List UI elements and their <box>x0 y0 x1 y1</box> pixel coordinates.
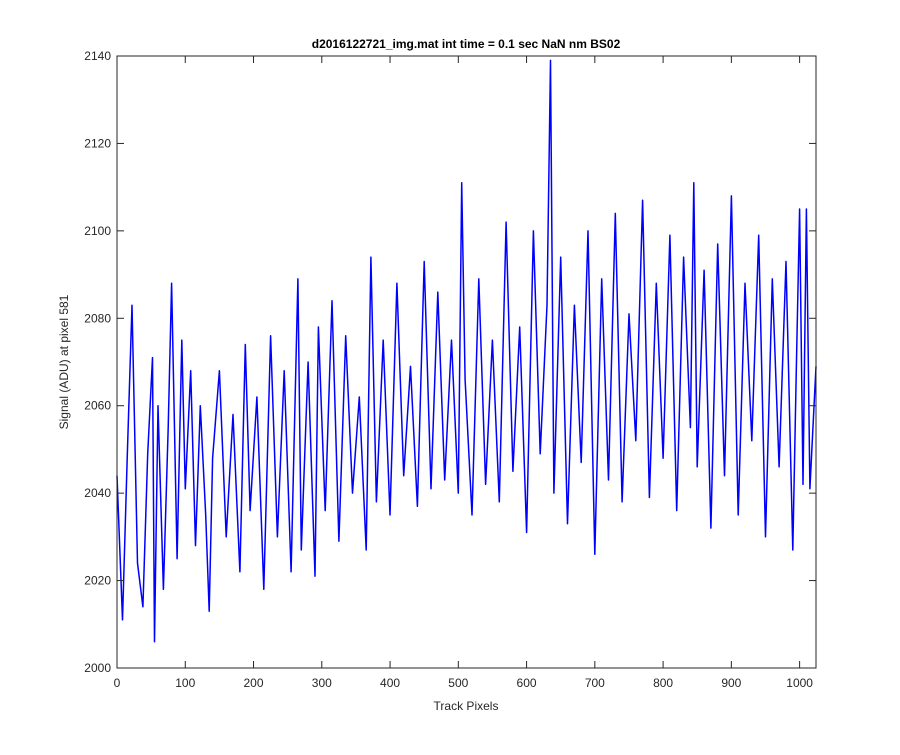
x-tick-label: 700 <box>585 676 605 690</box>
y-tick-label: 2060 <box>84 399 111 413</box>
x-tick-label: 800 <box>653 676 673 690</box>
y-tick-label: 2080 <box>84 311 111 325</box>
chart-title: d2016122721_img.mat int time = 0.1 sec N… <box>312 37 621 51</box>
x-tick-label: 100 <box>175 676 195 690</box>
y-tick-label: 2120 <box>84 136 111 150</box>
x-tick-label: 600 <box>517 676 537 690</box>
y-tick-label: 2020 <box>84 574 111 588</box>
y-axis-label: Signal (ADU) at pixel 581 <box>57 294 71 429</box>
x-tick-label: 400 <box>380 676 400 690</box>
y-tick-label: 2040 <box>84 486 111 500</box>
x-tick-label: 500 <box>448 676 468 690</box>
y-tick-label: 2140 <box>84 49 111 63</box>
x-axis-label: Track Pixels <box>434 699 499 713</box>
y-tick-label: 2100 <box>84 224 111 238</box>
x-tick-label: 200 <box>244 676 264 690</box>
x-tick-label: 0 <box>114 676 121 690</box>
axes-box <box>116 55 817 669</box>
x-tick-label: 900 <box>721 676 741 690</box>
y-tick-label: 2000 <box>84 661 111 675</box>
x-tick-label: 300 <box>312 676 332 690</box>
series-line <box>116 59 817 643</box>
x-tick-label: 1000 <box>786 676 813 690</box>
plot-area <box>117 56 816 668</box>
